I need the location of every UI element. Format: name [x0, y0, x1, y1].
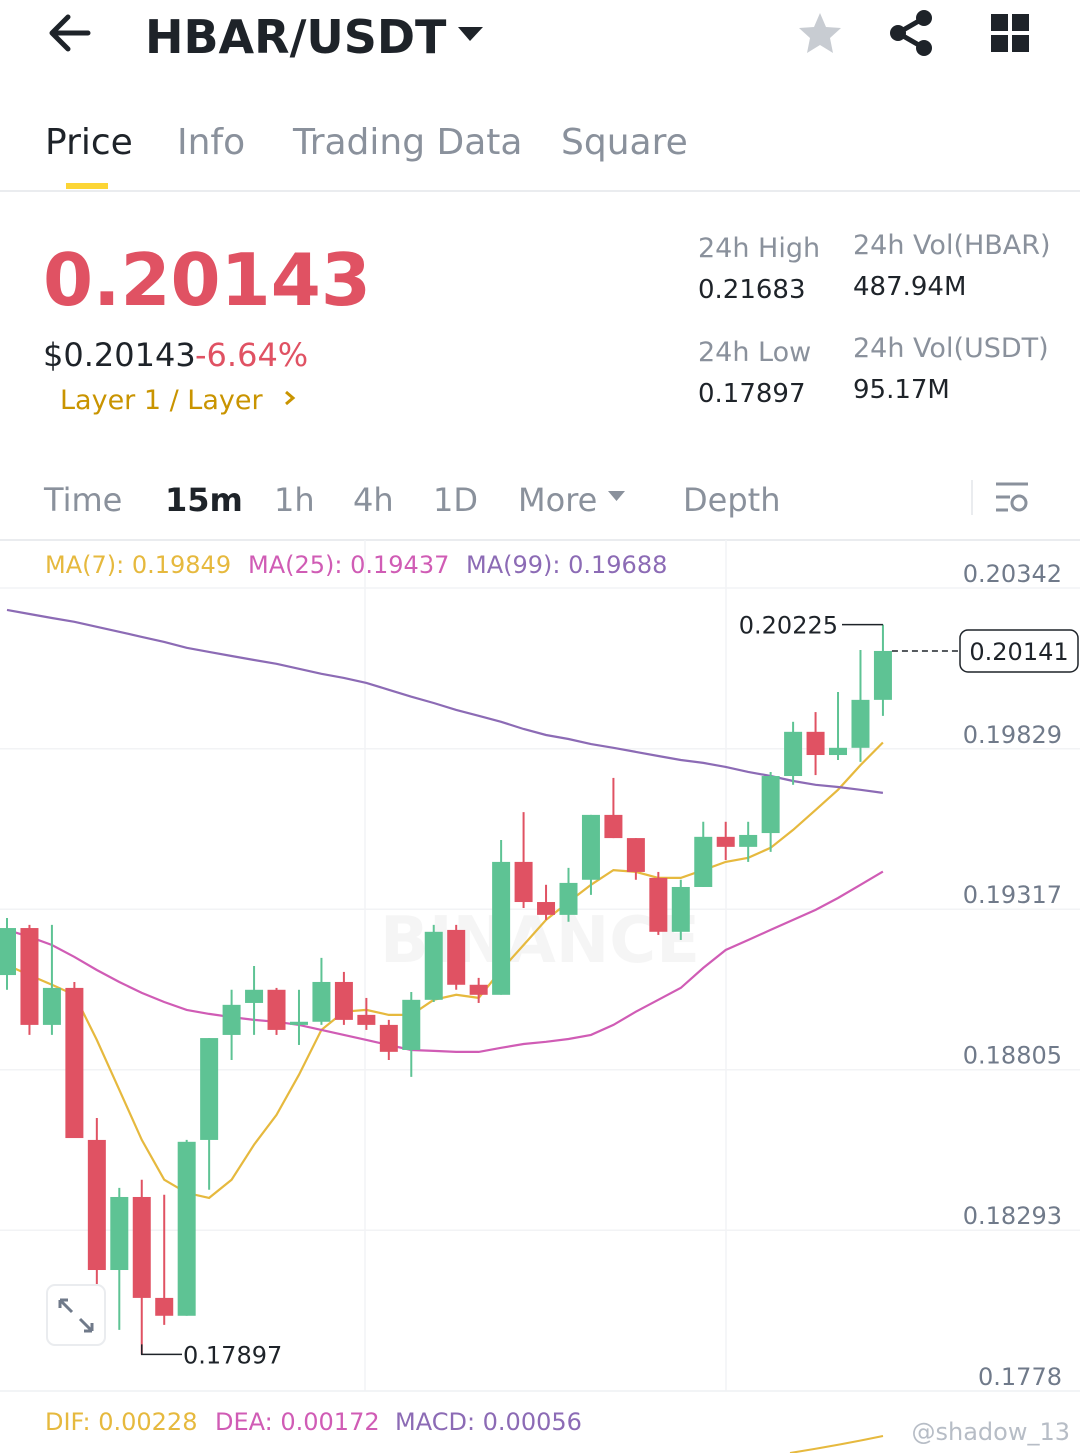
share-button[interactable] [890, 10, 932, 56]
interval-tab[interactable]: 1D [433, 481, 478, 519]
tab[interactable]: Price [45, 122, 133, 163]
candle-body [402, 999, 421, 1050]
candle-body [42, 987, 61, 1025]
candle-body [312, 981, 331, 1022]
stat-value: 0.17897 [698, 379, 806, 409]
candle-body [334, 981, 353, 1020]
y-tick-label: 0.19317 [963, 881, 1062, 909]
last-price: 0.20143 [43, 238, 371, 322]
favorite-star[interactable] [799, 13, 841, 53]
tab[interactable]: Trading Data [292, 122, 522, 163]
candle-body [851, 699, 870, 748]
stat-label: 24h Vol(USDT) [853, 333, 1049, 364]
candle-body [110, 1196, 129, 1271]
candle-body [65, 987, 84, 1139]
y-tick-label: 0.18805 [963, 1042, 1062, 1070]
stat-label: 24h Vol(HBAR) [853, 230, 1051, 261]
back-button[interactable] [49, 14, 91, 52]
interval-tab[interactable]: More [518, 481, 597, 519]
candle-body [267, 989, 286, 1030]
candle-body [177, 1141, 196, 1316]
moving-average-line [6, 741, 884, 1200]
candle-body [155, 1297, 174, 1316]
candle-body [289, 1021, 308, 1025]
tab[interactable]: Square [561, 122, 688, 163]
indicator-label: DIF: 0.00228 [45, 1408, 197, 1436]
last-price-label: 0.20141 [969, 638, 1068, 666]
candle-body [469, 984, 488, 995]
candle-body [0, 928, 16, 976]
interval-tab[interactable]: 15m [165, 481, 243, 519]
tab-indicator [66, 183, 108, 189]
legend-entry: MA(25): 0.19437 [248, 551, 449, 579]
candle-body [200, 1038, 219, 1140]
interval-tab[interactable]: Time [43, 481, 122, 519]
candle-body [694, 836, 713, 887]
candle-body [626, 838, 645, 872]
last-price-box [959, 629, 1079, 673]
y-tick-label: 0.20342 [963, 560, 1062, 588]
stat-label: 24h High [698, 233, 820, 264]
candle-body [873, 650, 892, 700]
candle-body [649, 877, 668, 932]
chart-settings[interactable] [996, 482, 1028, 512]
candle-body [806, 731, 825, 756]
moving-average-line [6, 608, 884, 794]
indicator-label: MACD: 0.00056 [395, 1408, 582, 1436]
category-tag[interactable]: Layer 1 / Layer [60, 385, 263, 416]
candle-body [357, 1014, 376, 1025]
candle-body [514, 861, 533, 903]
candle-body [132, 1196, 151, 1298]
expand-button[interactable] [46, 1284, 106, 1346]
candle-body [604, 814, 623, 839]
stat-value: 487.94M [853, 272, 966, 302]
interval-tab[interactable]: 1h [274, 481, 315, 519]
low-marker [141, 1344, 182, 1356]
candle-body [492, 861, 511, 995]
y-tick-label: 0.18293 [963, 1202, 1062, 1230]
indicator-label: DEA: 0.00172 [215, 1408, 380, 1436]
candle-body [20, 928, 39, 1025]
tag-chevron[interactable] [285, 390, 296, 406]
y-tick-label: 0.1778 [978, 1363, 1062, 1391]
stat-label: 24h Low [698, 337, 811, 368]
legend-entry: MA(99): 0.19688 [466, 551, 667, 579]
candle-body [222, 1004, 241, 1035]
pair-dropdown[interactable] [458, 27, 483, 41]
layout-button[interactable] [991, 14, 1029, 52]
candle-body [784, 731, 803, 777]
moving-average-line [6, 870, 884, 1053]
candle-body [424, 931, 443, 1000]
credit-watermark: @shadow_13 [911, 1418, 1070, 1446]
stat-value: 0.21683 [698, 275, 806, 305]
candle-body [245, 989, 264, 1003]
candle-body [581, 814, 600, 880]
legend-entry: MA(7): 0.19849 [45, 551, 231, 579]
high-label: 0.20225 [739, 612, 838, 640]
more-dropdown[interactable] [608, 491, 625, 501]
stat-value: 95.17M [853, 375, 950, 405]
candle-body [739, 834, 758, 847]
candle-body [761, 776, 780, 834]
low-label: 0.17897 [183, 1341, 282, 1369]
pair-title[interactable]: HBAR/USDT [145, 10, 447, 64]
candle-body [537, 902, 556, 915]
candle-body [447, 929, 466, 985]
candle-body [559, 882, 578, 915]
macd-line [789, 1435, 884, 1453]
interval-tab[interactable]: Depth [683, 481, 780, 519]
candle-body [716, 836, 735, 847]
tab[interactable]: Info [177, 122, 245, 163]
candle-body [671, 886, 690, 932]
usd-price: $0.20143 [43, 336, 196, 374]
candle-body [87, 1139, 106, 1271]
candle-body [829, 747, 848, 756]
interval-tab[interactable]: 4h [353, 481, 394, 519]
candle-body [379, 1024, 398, 1052]
price-change: -6.64% [195, 336, 308, 374]
y-tick-label: 0.19829 [963, 721, 1062, 749]
